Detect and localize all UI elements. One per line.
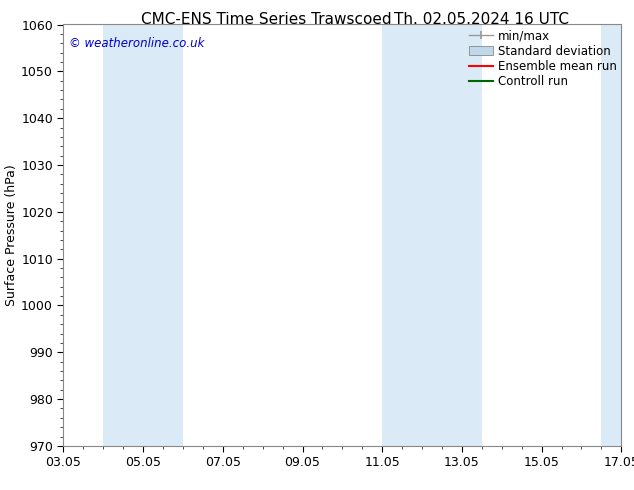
Text: Th. 02.05.2024 16 UTC: Th. 02.05.2024 16 UTC — [394, 12, 569, 27]
Y-axis label: Surface Pressure (hPa): Surface Pressure (hPa) — [5, 164, 18, 306]
Bar — [382, 24, 482, 446]
Bar — [103, 24, 183, 446]
Text: © weatheronline.co.uk: © weatheronline.co.uk — [69, 37, 204, 50]
Bar — [602, 24, 621, 446]
Text: CMC-ENS Time Series Trawscoed: CMC-ENS Time Series Trawscoed — [141, 12, 392, 27]
Legend: min/max, Standard deviation, Ensemble mean run, Controll run: min/max, Standard deviation, Ensemble me… — [467, 27, 619, 91]
